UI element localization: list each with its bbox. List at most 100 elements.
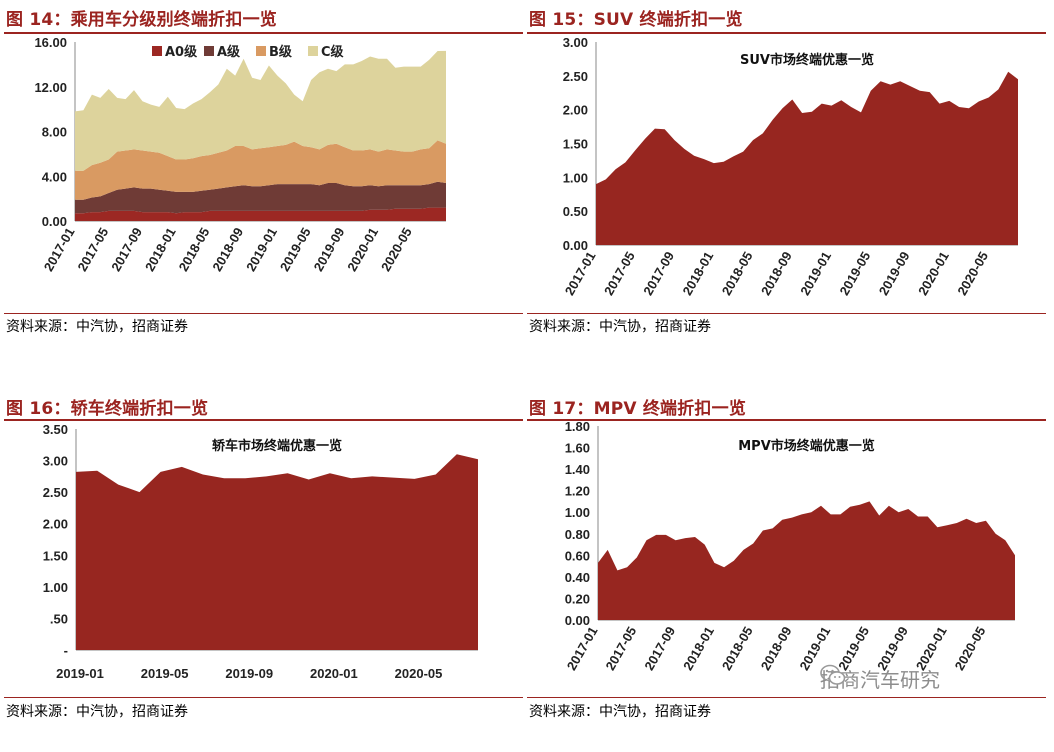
x-tick-label: 2017-05 (74, 225, 111, 274)
x-tick-label: 2020-05 (954, 249, 991, 298)
panel-segment-discount: 图 14：乘用车分级别终端折扣一览 0.00 4.00 8.00 12.00 16.00… (0, 0, 527, 363)
source-note: 资料来源：中汽协，招商证券 (529, 704, 711, 720)
x-tick-label: 2020-01 (344, 225, 381, 274)
wechat-icon (820, 664, 846, 685)
x-tick-label: 2017-01 (562, 249, 599, 298)
x-tick-label: 2018-01 (680, 624, 717, 673)
x-tick-label: 2020-01 (310, 666, 358, 681)
source-note: 资料来源：中汽协，招商证券 (6, 704, 188, 720)
y-tick-label: 2.00 (563, 103, 588, 118)
x-tick-label: 2017-05 (601, 249, 638, 298)
y-tick-label: 0.50 (563, 204, 588, 219)
source-divider (4, 697, 523, 698)
chart-title: 图 16：轿车终端折扣一览 (6, 399, 209, 419)
y-tick-label: 1.20 (565, 484, 590, 499)
chart-title: 图 14：乘用车分级别终端折扣一览 (6, 10, 277, 30)
y-tick-label: - (64, 643, 68, 658)
area-series (76, 454, 478, 650)
y-tick-label: 1.00 (43, 580, 68, 595)
legend-swatch (204, 46, 214, 56)
y-tick-label: 4.00 (42, 169, 67, 184)
title-divider (527, 32, 1046, 34)
y-tick-label: 3.00 (563, 35, 588, 50)
x-tick-label: 2017-01 (564, 624, 601, 673)
x-tick-label: 2019-05 (277, 225, 314, 274)
y-tick-label: 1.00 (563, 170, 588, 185)
y-tick-label: .50 (50, 611, 68, 626)
source-note: 资料来源：中汽协，招商证券 (529, 319, 711, 335)
chart-mpv-discount: 0.00 0.20 0.40 0.60 0.80 1.00 1.20 1.40 1.60 1.80… (564, 419, 1015, 673)
legend-swatch (308, 46, 318, 56)
x-tick-label: 2017-01 (41, 225, 78, 274)
y-tick-label: 1.40 (565, 462, 590, 477)
x-tick-label: 2020-05 (378, 225, 415, 274)
legend-label: A0级 (165, 44, 198, 60)
x-tick-label: 2020-05 (395, 666, 443, 681)
x-tick-label: 2018-09 (758, 624, 795, 673)
panel-mpv-discount: 图 17：MPV 终端折扣一览 0.00 0.20 0.40 0.60 0.80 1.00… (523, 389, 1050, 752)
y-tick-label: 1.80 (565, 419, 590, 434)
x-tick-label: 2019-09 (225, 666, 273, 681)
x-tick-label: 2018-05 (719, 249, 756, 298)
x-tick-label: 2019-01 (797, 249, 834, 298)
x-tick-label: 2018-01 (680, 249, 717, 298)
area-series-0 (75, 207, 446, 221)
x-tick-label: 2017-09 (641, 624, 678, 673)
chart-inner-title: 轿车市场终端优惠一览 (212, 438, 342, 454)
title-divider (4, 419, 523, 421)
x-tick-label: 2019-01 (56, 666, 104, 681)
y-tick-label: 2.50 (563, 69, 588, 84)
x-tick-label: 2018-01 (142, 225, 179, 274)
y-tick-label: 1.50 (563, 137, 588, 152)
y-tick-label: 0.00 (42, 214, 67, 229)
title-divider (4, 32, 523, 34)
y-tick-label: 0.00 (563, 238, 588, 253)
chart-title: 图 17：MPV 终端折扣一览 (529, 399, 747, 419)
legend-label: A级 (217, 44, 241, 60)
x-tick-label: 2019-01 (243, 225, 280, 274)
source-divider (4, 313, 523, 314)
y-tick-label: 0.00 (565, 613, 590, 628)
title-divider (527, 419, 1046, 421)
y-tick-label: 1.50 (43, 548, 68, 563)
x-tick-label: 2019-09 (876, 249, 913, 298)
y-tick-label: 3.50 (43, 422, 68, 437)
y-tick-label: 2.50 (43, 485, 68, 500)
legend-swatch (256, 46, 266, 56)
chart-inner-title: SUV市场终端优惠一览 (740, 52, 874, 68)
x-tick-label: 2018-05 (176, 225, 213, 274)
y-tick-label: 0.80 (565, 527, 590, 542)
y-tick-label: 1.00 (565, 505, 590, 520)
source-note: 资料来源：中汽协，招商证券 (6, 319, 188, 335)
area-series-2 (75, 140, 446, 200)
panel-suv-discount: 图 15：SUV 终端折扣一览 0.00 0.50 1.00 1.50 2.00 2.50… (523, 0, 1050, 363)
source-divider (527, 313, 1046, 314)
chart-suv-discount: 0.00 0.50 1.00 1.50 2.00 2.50 3.00 2017-01 2017-… (562, 35, 1018, 298)
watermark: 招商汽车研究 (820, 664, 940, 693)
area-series-1 (75, 181, 446, 214)
chart-inner-title: MPV市场终端优惠一览 (738, 438, 875, 454)
x-tick-label: 2020-05 (952, 624, 989, 673)
area-series-3 (75, 50, 446, 171)
chart-sedan-discount: - .50 1.00 1.50 2.00 2.50 3.00 3.50 2019-01 2019-… (43, 422, 478, 681)
x-tick-label: 2020-01 (915, 249, 952, 298)
x-tick-label: 2018-05 (719, 624, 756, 673)
y-tick-label: 3.00 (43, 454, 68, 469)
area-series (596, 71, 1018, 245)
x-tick-label: 2019-05 (141, 666, 189, 681)
y-tick-label: 0.20 (565, 591, 590, 606)
x-tick-label: 2019-09 (311, 225, 348, 274)
y-tick-label: 12.00 (34, 80, 67, 95)
legend-label: C级 (321, 44, 345, 60)
x-tick-label: 2019-05 (837, 249, 874, 298)
panel-sedan-discount: 图 16：轿车终端折扣一览 - .50 1.00 1.50 2.00 2.50 3.00 3.… (0, 389, 527, 752)
y-tick-label: 1.60 (565, 441, 590, 456)
x-tick-label: 2018-09 (209, 225, 246, 274)
y-tick-label: 0.40 (565, 570, 590, 585)
legend-swatch (152, 46, 162, 56)
y-tick-label: 8.00 (42, 125, 67, 140)
y-tick-label: 16.00 (34, 35, 67, 50)
legend-label: B级 (269, 44, 293, 60)
y-tick-label: 0.60 (565, 548, 590, 563)
y-tick-label: 2.00 (43, 517, 68, 532)
